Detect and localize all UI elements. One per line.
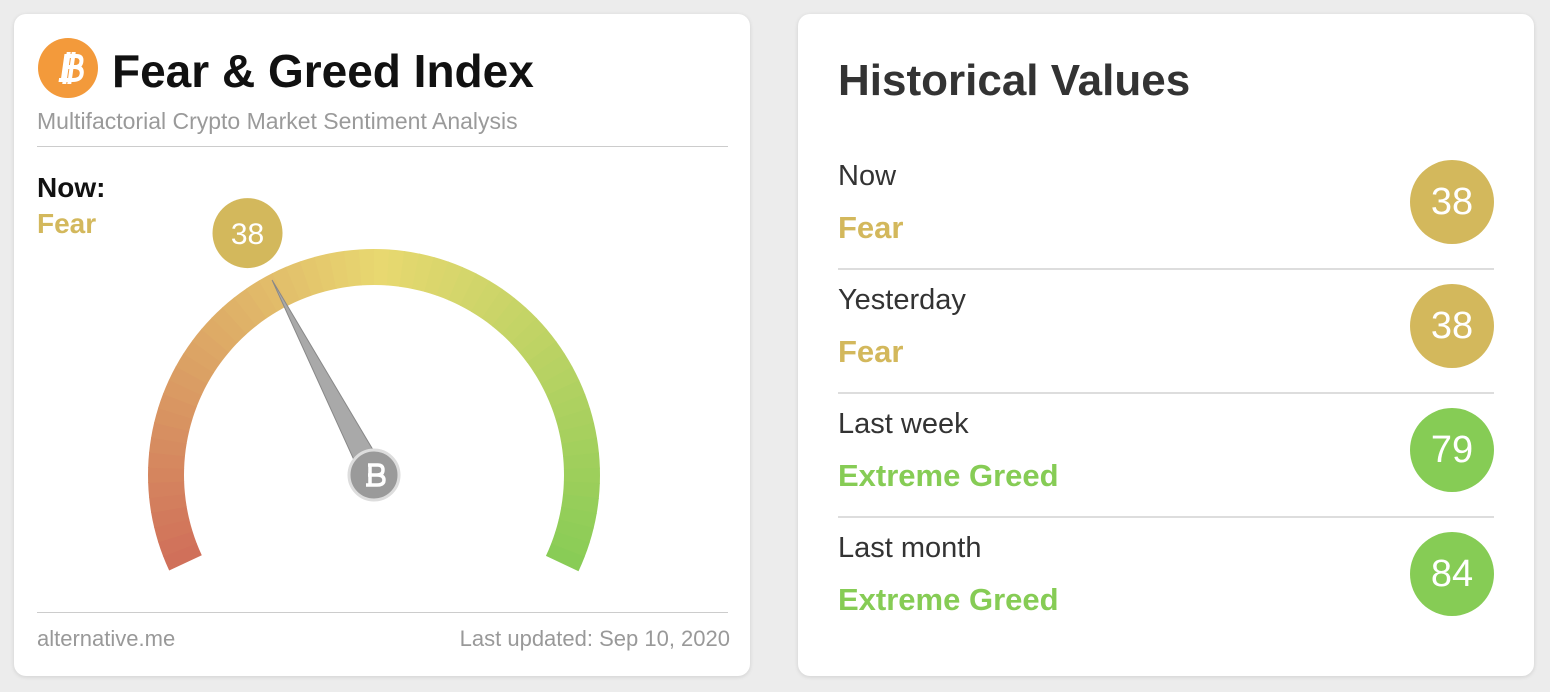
gauge-arc xyxy=(163,379,202,407)
divider xyxy=(37,146,728,147)
gauge-arc xyxy=(510,318,548,353)
divider xyxy=(838,268,1494,270)
value-circle: 79 xyxy=(1410,408,1494,492)
period: Last month xyxy=(838,532,982,564)
gauge-arc xyxy=(374,249,390,286)
gauge-arc xyxy=(481,288,515,327)
gauge-arc xyxy=(151,422,190,444)
gauge-arc xyxy=(448,266,477,306)
gauge-arc xyxy=(222,297,257,335)
gauge-arc xyxy=(558,506,597,529)
value-circle: 84 xyxy=(1410,532,1494,616)
source: alternative.me xyxy=(37,626,176,651)
gauge-arc xyxy=(233,288,267,326)
gauge-arc xyxy=(436,261,464,301)
gauge-arc xyxy=(551,394,591,420)
gauge-arc xyxy=(183,340,222,373)
gauge-arc xyxy=(386,249,405,287)
gauge-arc xyxy=(491,297,527,335)
gauge-arc xyxy=(519,329,557,363)
gauge-arc xyxy=(211,306,247,344)
gauge-card: Fear & Greed Index Multifactorial Crypto… xyxy=(14,14,750,676)
divider xyxy=(838,516,1494,518)
gauge-arc xyxy=(555,519,594,544)
history-card: Historical Values Now Fear 38 Yesterday Fear… xyxy=(798,14,1534,676)
gauge-arc xyxy=(534,353,573,385)
gauge-arc xyxy=(424,257,449,296)
gauge-arc xyxy=(545,543,585,572)
gauge-arc xyxy=(154,518,193,543)
gauge-arc xyxy=(527,341,566,374)
gauge-arc xyxy=(555,408,595,432)
gauge-arc xyxy=(201,317,238,353)
gauge-arc xyxy=(328,250,350,289)
now-label: Now: xyxy=(37,172,106,203)
gauge-arc xyxy=(162,543,202,571)
value-circle: 38 xyxy=(1410,284,1494,368)
history-title: Historical Values xyxy=(838,56,1191,105)
gauge-arc xyxy=(271,266,301,306)
divider xyxy=(838,392,1494,394)
gauge-arc xyxy=(501,307,538,344)
gauge-arc xyxy=(561,437,599,457)
gauge-arc xyxy=(558,422,598,445)
gauge-arc xyxy=(154,407,193,432)
value-label: 38 xyxy=(231,218,264,251)
gauge-arc xyxy=(168,365,208,396)
value-bubble xyxy=(212,198,283,269)
class: Extreme Greed xyxy=(838,458,1059,493)
gauge-arc xyxy=(470,280,503,319)
period: Yesterday xyxy=(838,284,966,316)
updated: Last updated: Sep 10, 2020 xyxy=(459,626,730,651)
gauge-arc xyxy=(148,467,185,483)
gauge-arc xyxy=(285,261,313,301)
period: Last week xyxy=(838,408,969,440)
title: Fear & Greed Index xyxy=(112,45,534,97)
gauge-arc xyxy=(148,480,185,498)
class: Fear xyxy=(838,210,904,245)
gauge-arc xyxy=(151,506,190,528)
gauge-arc xyxy=(299,256,325,296)
gauge-arc xyxy=(546,380,586,408)
hub-logo xyxy=(366,463,386,487)
gauge-arc xyxy=(540,366,580,396)
gauge-arc xyxy=(191,328,230,363)
gauge-arc xyxy=(563,452,600,470)
gauge-arc xyxy=(343,249,362,287)
period: Now xyxy=(838,160,897,192)
gauge-arc xyxy=(175,352,215,384)
gauge-arc xyxy=(358,249,375,286)
now-class: Fear xyxy=(37,208,97,239)
gauge-arc xyxy=(459,273,490,312)
gauge: 38 xyxy=(148,198,600,572)
class: Extreme Greed xyxy=(838,582,1059,617)
gauge-arc xyxy=(158,393,197,419)
gauge-arc xyxy=(245,280,278,319)
gauge-arc xyxy=(562,481,600,499)
gauge-arc xyxy=(149,493,187,513)
gauge-arc xyxy=(258,272,289,312)
class: Fear xyxy=(838,334,904,369)
gauge-arc xyxy=(411,253,435,292)
gauge-arc xyxy=(158,530,197,557)
gauge-arc xyxy=(399,251,420,289)
subtitle: Multifactorial Crypto Market Sentiment A… xyxy=(37,108,518,134)
gauge-arc xyxy=(563,467,600,484)
value-circle: 38 xyxy=(1410,160,1494,244)
divider xyxy=(37,612,728,613)
gauge-arc xyxy=(550,531,590,558)
gauge-arc xyxy=(148,451,185,469)
bitcoin-logo xyxy=(38,38,98,98)
